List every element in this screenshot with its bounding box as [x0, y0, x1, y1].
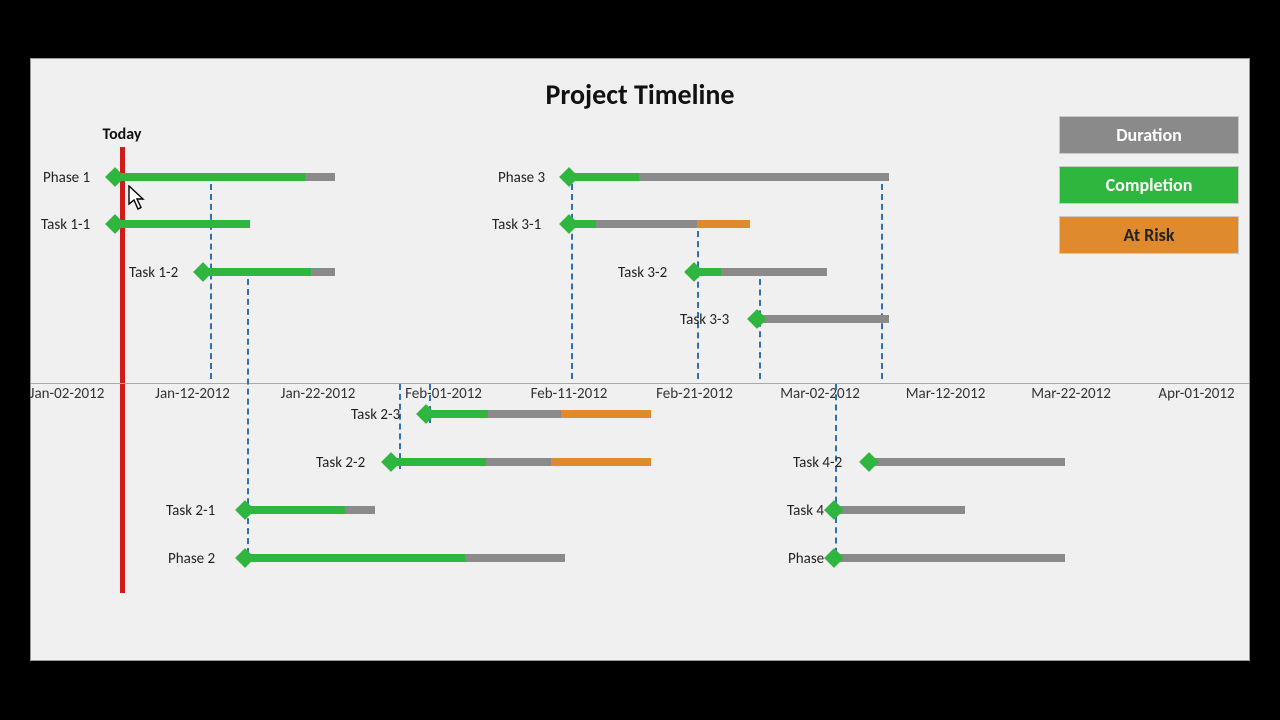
legend-item: Completion	[1059, 166, 1239, 204]
axis-tick-label: Mar-02-2012	[780, 385, 860, 403]
task-start-diamond-icon	[381, 452, 401, 472]
axis-tick-label: Jan-22-2012	[281, 385, 356, 403]
task-label: Task 1-1	[41, 216, 90, 234]
at-risk-bar	[561, 410, 651, 418]
task-start-diamond-icon	[559, 167, 579, 187]
completion-bar	[203, 268, 311, 276]
axis-tick-label: Feb-11-2012	[531, 385, 608, 403]
dependency-line	[881, 184, 883, 379]
dependency-line	[697, 231, 699, 379]
timeline-axis	[31, 383, 1249, 384]
task-label: Task 3-3	[680, 311, 729, 329]
legend-item: Duration	[1059, 116, 1239, 154]
at-risk-bar	[551, 458, 651, 466]
task-label: Task 2-1	[166, 502, 215, 520]
task-start-diamond-icon	[747, 309, 767, 329]
completion-bar	[115, 173, 305, 181]
completion-bar	[245, 506, 345, 514]
axis-tick-label: Jan-02-2012	[30, 385, 105, 403]
dependency-line	[571, 184, 573, 379]
at-risk-bar	[697, 220, 750, 228]
completion-bar	[115, 220, 250, 228]
chart-title: Project Timeline	[31, 77, 1249, 112]
task-start-diamond-icon	[235, 548, 255, 568]
task-start-diamond-icon	[559, 214, 579, 234]
task-start-diamond-icon	[684, 262, 704, 282]
axis-tick-label: Mar-22-2012	[1031, 385, 1111, 403]
axis-tick-label: Apr-01-2012	[1158, 385, 1234, 403]
task-label: Task 1-2	[129, 264, 178, 282]
cursor-icon	[128, 185, 148, 211]
axis-tick-label: Feb-21-2012	[656, 385, 733, 403]
completion-bar	[245, 554, 465, 562]
task-start-diamond-icon	[859, 452, 879, 472]
axis-tick-label: Feb-01-2012	[405, 385, 482, 403]
task-label: Task 4-2	[793, 454, 842, 472]
task-label: Phase 3	[498, 169, 545, 187]
task-label: Phase 1	[43, 169, 90, 187]
today-label: Today	[103, 125, 142, 144]
task-label: Task 3-2	[618, 264, 667, 282]
axis-tick-label: Jan-12-2012	[155, 385, 230, 403]
dependency-line	[835, 384, 837, 564]
task-label: Task 3-1	[492, 216, 541, 234]
task-start-diamond-icon	[235, 500, 255, 520]
legend-item: At Risk	[1059, 216, 1239, 254]
dependency-line	[210, 184, 212, 379]
completion-bar	[569, 173, 639, 181]
dependency-line	[399, 384, 401, 469]
duration-bar	[757, 315, 889, 323]
task-label: Task 2-3	[351, 406, 400, 424]
today-marker-line	[120, 147, 125, 593]
dependency-line	[759, 279, 761, 379]
duration-bar	[834, 506, 965, 514]
axis-tick-label: Mar-12-2012	[906, 385, 986, 403]
task-label: Phase 2	[168, 550, 215, 568]
task-label: Task 2-2	[316, 454, 365, 472]
chart-frame: Project Timeline Today Jan-02-2012 Jan-12…	[30, 58, 1250, 661]
dependency-line	[247, 279, 249, 564]
task-start-diamond-icon	[416, 404, 436, 424]
completion-bar	[391, 458, 486, 466]
duration-bar	[869, 458, 1065, 466]
duration-bar	[834, 554, 1065, 562]
